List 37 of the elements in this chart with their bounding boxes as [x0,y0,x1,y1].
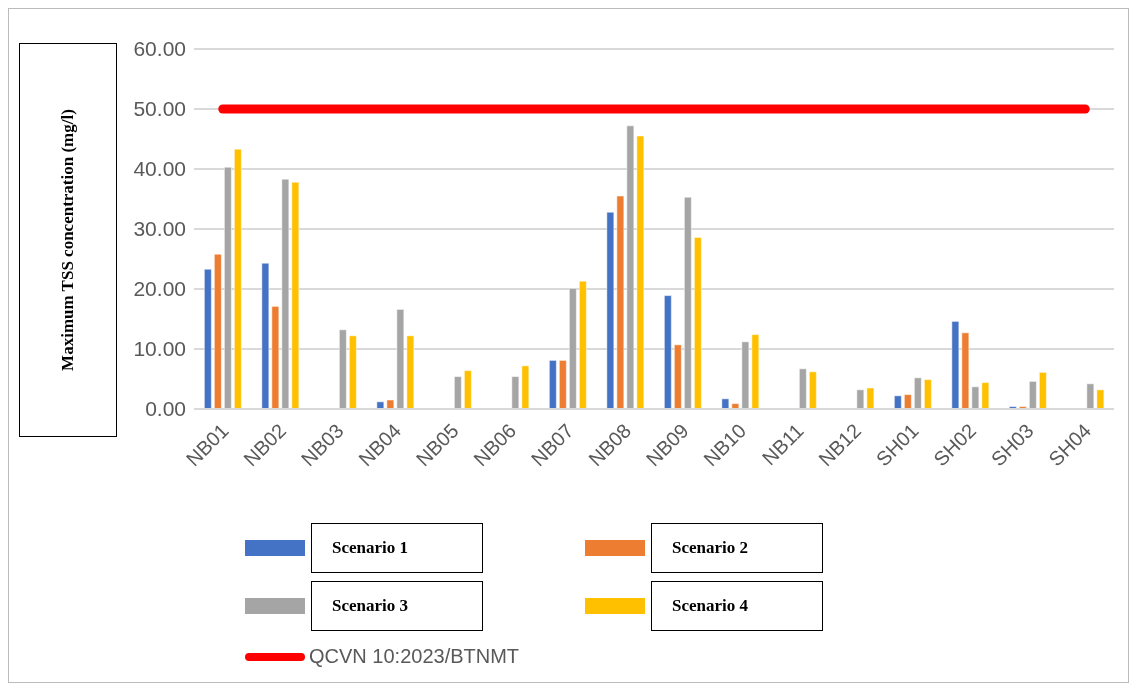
bar [1039,372,1047,409]
bar [694,237,702,409]
bar [894,395,902,409]
bar [204,268,212,409]
y-tick-label: 30.00 [133,217,186,241]
bar [664,295,672,409]
bar [684,196,692,409]
legend-label: QCVN 10:2023/BTNMT [309,645,520,668]
bar [569,288,577,409]
y-tick-label: 50.00 [133,97,186,121]
bar [214,253,222,409]
bar [224,166,232,409]
legend-label: Scenario 4 [651,581,823,631]
y-axis-title: Maximum TSS concentration (mg/l) [58,109,78,371]
bar [904,394,912,409]
bar [454,376,462,409]
bar [1029,381,1037,409]
y-tick-label: 40.00 [133,157,186,181]
y-tick-label: 20.00 [133,277,186,301]
y-tick-label: 0.00 [145,397,186,421]
bar [809,371,817,409]
bar [579,280,587,409]
bar [924,379,932,409]
bar [234,148,242,409]
legend-label: Scenario 1 [311,523,483,573]
bar [464,370,472,409]
y-tick-label: 60.00 [133,37,186,61]
bar [349,335,357,409]
bar [559,360,567,409]
bar [549,360,557,409]
legend-label: Scenario 2 [651,523,823,573]
bar [799,368,807,409]
bar [914,377,922,409]
bar [674,344,682,409]
legend-label: Scenario 3 [311,581,483,631]
y-tick-label: 10.00 [133,337,186,361]
bar [339,329,347,409]
